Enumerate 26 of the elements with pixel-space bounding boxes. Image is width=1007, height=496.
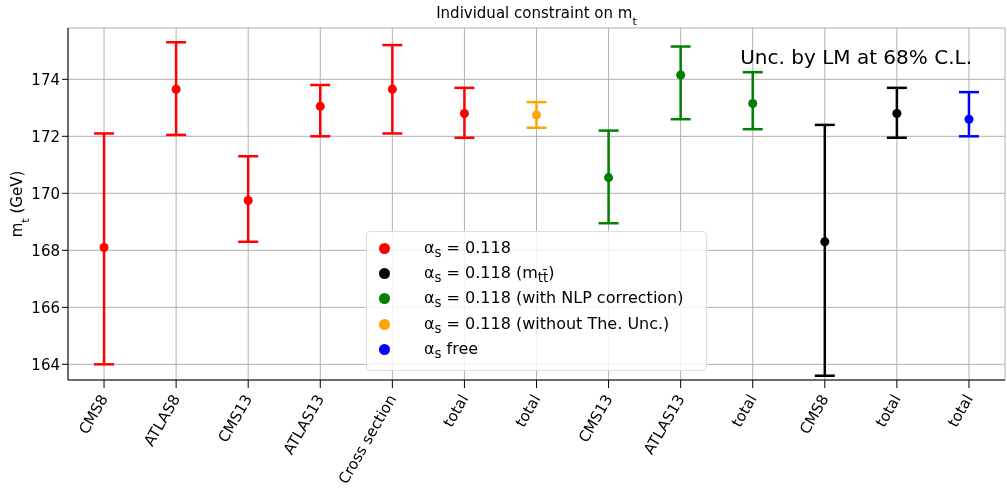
point	[315, 101, 325, 111]
y-tick-label: 172	[31, 127, 60, 146]
y-tick-label: 170	[31, 184, 60, 203]
point	[604, 173, 614, 183]
point	[892, 109, 902, 119]
point	[964, 114, 974, 124]
legend-label: α$_{s}$ = 0.118 (without The. Unc.)	[424, 313, 670, 336]
point	[387, 84, 397, 94]
point	[243, 195, 253, 205]
chart-title: Individual constraint on m$_{t}$	[436, 4, 638, 28]
y-tick-label: 164	[31, 355, 60, 374]
point	[531, 110, 542, 120]
point	[459, 109, 469, 119]
y-tick-label: 174	[31, 70, 60, 89]
y-tick-label: 168	[31, 241, 60, 260]
point	[676, 70, 686, 80]
legend-label: α$_{s}$ = 0.118	[424, 238, 511, 261]
legend-label: α$_{s}$ free	[424, 338, 479, 361]
point	[99, 242, 109, 252]
y-tick-label: 166	[31, 298, 60, 317]
legend-label: α$_{s}$ = 0.118 (m$_{tt̄}$)	[424, 263, 555, 286]
point	[820, 237, 830, 247]
legend-label: α$_{s}$ = 0.118 (with NLP correction)	[424, 288, 684, 311]
point	[171, 84, 181, 94]
point	[748, 99, 758, 109]
annotation: Unc. by LM at 68% C.L.	[740, 45, 972, 69]
